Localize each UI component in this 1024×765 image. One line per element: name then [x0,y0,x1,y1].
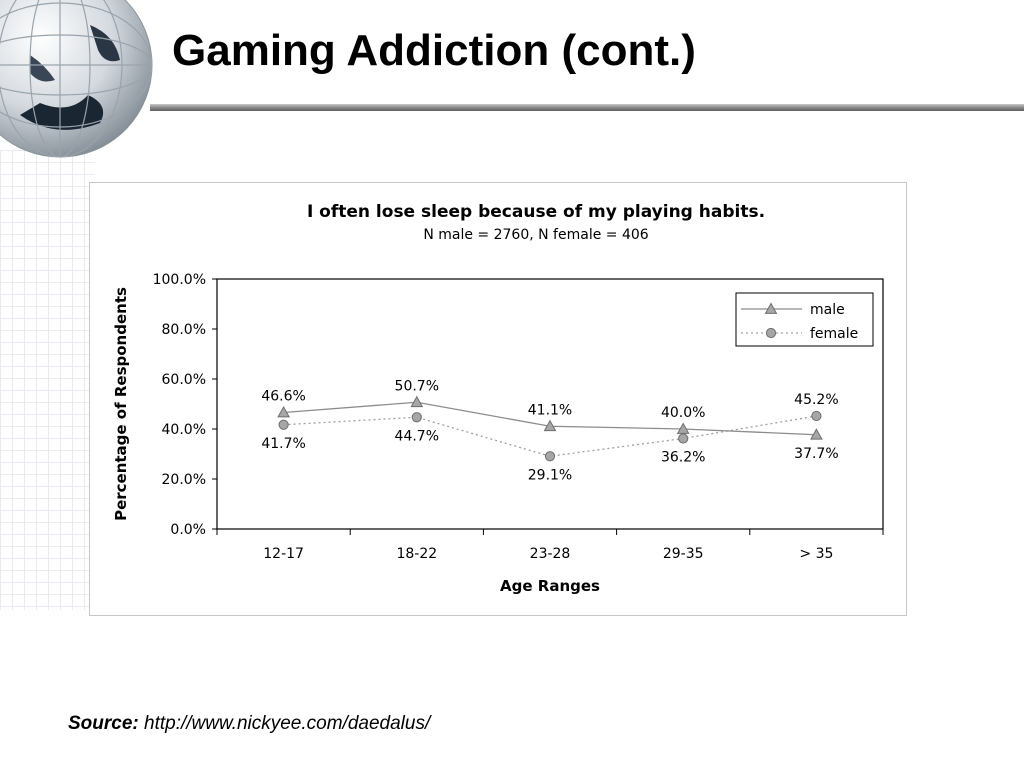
female-point [278,419,289,430]
male-point [543,419,557,432]
x-tick-label: 18-22 [396,546,437,562]
legend-box [735,292,874,347]
female-point [411,412,422,423]
x-tick-label: 29-35 [663,546,704,562]
male-data-label: 50.7% [395,378,439,394]
y-tick-label: 100.0% [153,272,206,288]
female-point [678,433,689,444]
legend: male female [735,292,874,347]
legend-marker-male [764,302,778,314]
male-point [676,422,690,434]
male-data-label: 46.6% [261,389,305,405]
legend-marker-female [765,327,777,339]
x-tick-label: 12-17 [263,546,304,562]
y-tick-label: 80.0% [162,322,206,338]
chart-title: I often lose sleep because of my playing… [307,202,765,222]
chart-subtitle: N male = 2760, N female = 406 [423,227,648,243]
male-data-label: 41.1% [528,402,572,418]
chart-frame: I often lose sleep because of my playing… [89,182,907,616]
y-tick-label: 0.0% [170,522,206,538]
female-point [544,451,556,462]
globe-icon [0,0,160,165]
x-tick-label: 23-28 [530,546,571,562]
female-data-label: 45.2% [794,392,838,408]
y-tick-label: 20.0% [162,472,206,488]
male-point [810,428,823,440]
x-tick-label: > 35 [799,546,833,562]
line-chart: I often lose sleep because of my playing… [112,202,884,595]
female-data-label: 41.7% [261,436,305,452]
background-grid [0,150,95,610]
female-data-label: 29.1% [528,467,572,483]
legend-label-female: female [810,326,858,342]
title-divider [150,104,1024,111]
male-point [410,395,424,408]
x-axis-label: Age Ranges [500,577,600,595]
male-data-label: 40.0% [661,405,705,421]
source-link[interactable]: http://www.nickyee.com/daedalus/ [144,713,431,734]
female-data-label: 36.2% [661,450,705,466]
y-tick-label: 40.0% [162,422,206,438]
source-line: Source: http://www.nickyee.com/daedalus/ [68,713,430,735]
slide-title: Gaming Addiction (cont.) [172,26,696,75]
legend-label-male: male [810,302,845,318]
male-data-label: 37.7% [794,446,838,462]
female-point [811,410,822,422]
male-point [277,405,290,418]
female-data-label: 44.7% [395,428,439,444]
source-label: Source: [68,713,139,734]
y-axis-label: Percentage of Respondents [112,287,130,521]
y-tick-label: 60.0% [162,372,206,388]
